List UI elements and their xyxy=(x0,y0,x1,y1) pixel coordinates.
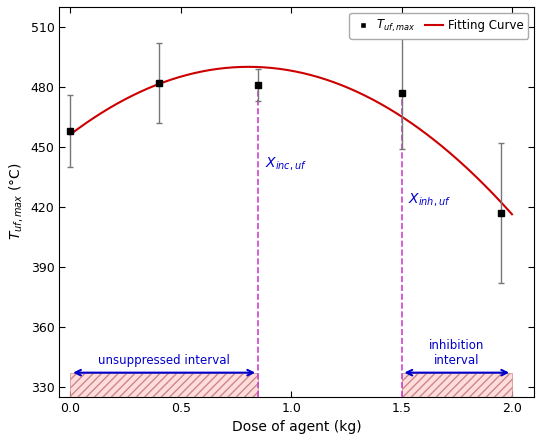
Text: $X_{inc,uf}$: $X_{inc,uf}$ xyxy=(265,155,307,172)
Legend: $T_{uf,max}$, Fitting Curve: $T_{uf,max}$, Fitting Curve xyxy=(349,13,528,39)
Y-axis label: $T_{uf,max}$ (°C): $T_{uf,max}$ (°C) xyxy=(7,163,25,240)
Text: unsuppressed interval: unsuppressed interval xyxy=(98,354,230,366)
Text: inhibition
interval: inhibition interval xyxy=(429,339,484,366)
X-axis label: Dose of agent (kg): Dose of agent (kg) xyxy=(232,420,361,434)
Text: $X_{inh,uf}$: $X_{inh,uf}$ xyxy=(408,191,451,208)
